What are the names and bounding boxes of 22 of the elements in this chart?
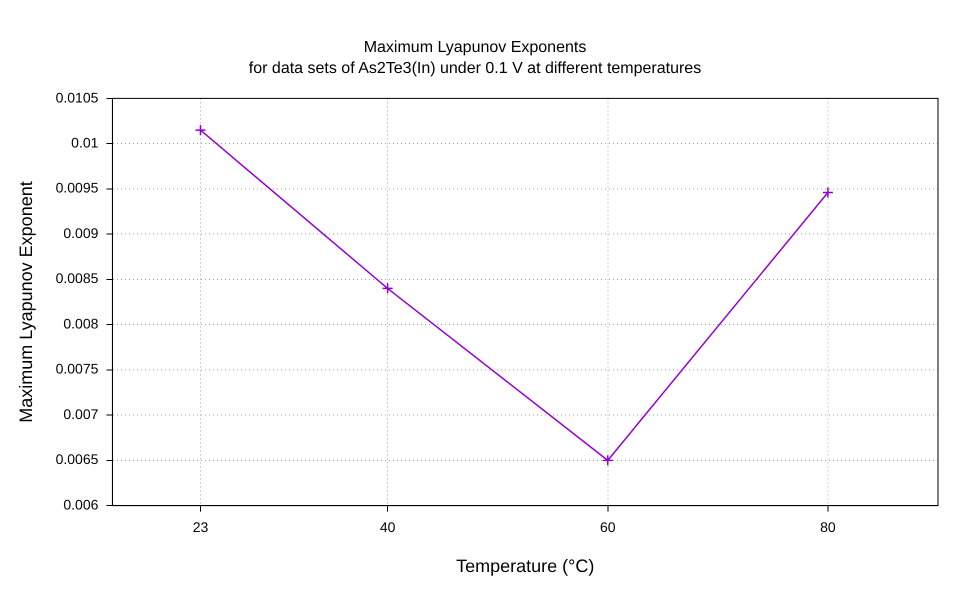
- y-tick-label: 0.008: [63, 315, 99, 332]
- y-tick-label: 0.006: [63, 496, 99, 512]
- y-tick-label: 0.01: [71, 134, 99, 151]
- y-tick-label: 0.0095: [56, 180, 99, 196]
- x-tick-label: 23: [192, 518, 208, 535]
- x-axis-title: Temperature (°C): [456, 556, 594, 576]
- point: [602, 454, 614, 466]
- point: [822, 186, 834, 198]
- chart-subtitle: for data sets of As2Te3(In) under 0.1 V at different temperatures: [248, 60, 702, 78]
- y-axis-title: Maximum Lyapunov Exponent: [16, 181, 36, 423]
- x-tick-label: 80: [820, 518, 836, 535]
- point: [382, 282, 394, 294]
- y-tick-label: 0.0075: [56, 360, 99, 377]
- point: [194, 124, 206, 136]
- chart-title: Maximum Lyapunov Exponents: [364, 39, 586, 56]
- x-tick-label: 40: [380, 518, 396, 535]
- y-tick-label: 0.0065: [56, 451, 99, 468]
- y-tick-label: 0.007: [63, 406, 99, 422]
- x-tick-label: 60: [600, 518, 616, 535]
- y-tick-label: 0.0085: [56, 270, 99, 286]
- y-tick-label: 0.0105: [56, 89, 99, 106]
- y-tick-label: 0.009: [63, 224, 99, 241]
